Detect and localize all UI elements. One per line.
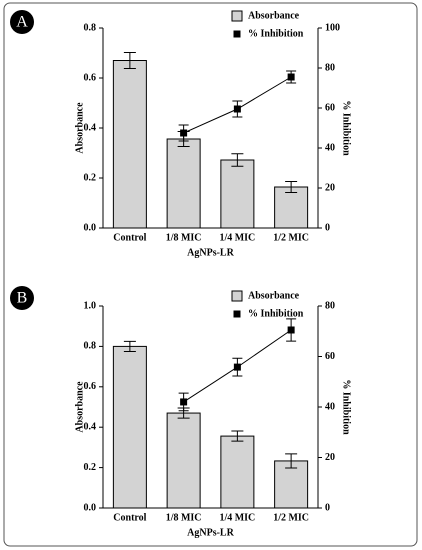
legend-label: % Inhibition <box>248 28 304 39</box>
point <box>233 363 241 371</box>
bar <box>220 159 255 229</box>
legend-label: % Inhibition <box>248 308 304 319</box>
y2-tick-label: 60 <box>325 351 335 362</box>
error-bar <box>123 52 136 69</box>
y-tick-label: 0.2 <box>84 462 97 473</box>
legend-label: Absorbance <box>248 10 300 21</box>
error-bar <box>285 453 298 469</box>
y2-tick-label: 0 <box>325 502 330 513</box>
y-tick-label: 0.0 <box>84 222 97 233</box>
y2-axis-label: % Inhibition <box>341 100 352 156</box>
panel-badge <box>10 10 34 34</box>
error-bar <box>285 181 298 193</box>
y2-tick-label: 80 <box>325 300 335 311</box>
legend-label: Absorbance <box>248 290 300 301</box>
y-tick-label: 0.4 <box>84 122 97 133</box>
legend-swatch <box>231 10 243 22</box>
point <box>180 129 188 137</box>
figure-frame <box>3 2 418 547</box>
bar <box>274 460 309 509</box>
y-tick-label: 0.6 <box>84 381 97 392</box>
y-tick-label: 0.2 <box>84 172 97 183</box>
y2-tick-label: 40 <box>325 401 335 412</box>
bar <box>274 186 309 229</box>
y-axis-label: Absorbance <box>74 381 85 433</box>
y-axis-label: Absorbance <box>74 102 85 154</box>
x-tick-label: Control <box>113 512 146 523</box>
y2-tick-label: 0 <box>325 222 330 233</box>
error-bar <box>231 153 244 167</box>
x-tick-label: Control <box>113 232 146 243</box>
y2-tick-label: 80 <box>325 62 335 73</box>
x-tick-label: 1/4 MIC <box>219 232 255 243</box>
y-tick-label: 0.8 <box>84 22 97 33</box>
y-tick-label: 0.8 <box>84 341 97 352</box>
x-tick-label: 1/2 MIC <box>273 512 309 523</box>
bar <box>166 138 201 229</box>
x-tick-label: 1/8 MIC <box>166 232 202 243</box>
bar <box>112 345 147 509</box>
y2-axis-label: % Inhibition <box>341 379 352 435</box>
y2-tick-label: 20 <box>325 452 335 463</box>
y-tick-label: 0.0 <box>84 502 97 513</box>
bar <box>166 412 201 509</box>
error-bar <box>231 430 244 442</box>
point <box>180 398 188 406</box>
y2-tick-label: 60 <box>325 102 335 113</box>
point <box>287 326 295 334</box>
y-tick-label: 0.4 <box>84 421 97 432</box>
point <box>233 105 241 113</box>
y-tick-label: 0.6 <box>84 72 97 83</box>
panel-badge <box>10 286 34 310</box>
bar <box>112 60 147 229</box>
legend-swatch <box>233 310 241 318</box>
x-tick-label: 1/4 MIC <box>219 512 255 523</box>
legend-swatch <box>233 30 241 38</box>
y2-tick-label: 20 <box>325 182 335 193</box>
point <box>287 73 295 81</box>
legend-swatch <box>231 290 243 302</box>
y2-tick-label: 100 <box>325 22 340 33</box>
x-axis-label: AgNPs-LR <box>187 247 234 258</box>
panel-label: A <box>16 14 28 31</box>
y2-tick-label: 40 <box>325 142 335 153</box>
x-tick-label: 1/8 MIC <box>166 512 202 523</box>
error-bar <box>123 340 136 352</box>
y-tick-label: 1.0 <box>84 300 97 311</box>
bar <box>220 435 255 509</box>
panel-label: B <box>17 290 28 307</box>
x-tick-label: 1/2 MIC <box>273 232 309 243</box>
x-axis-label: AgNPs-LR <box>187 527 234 538</box>
